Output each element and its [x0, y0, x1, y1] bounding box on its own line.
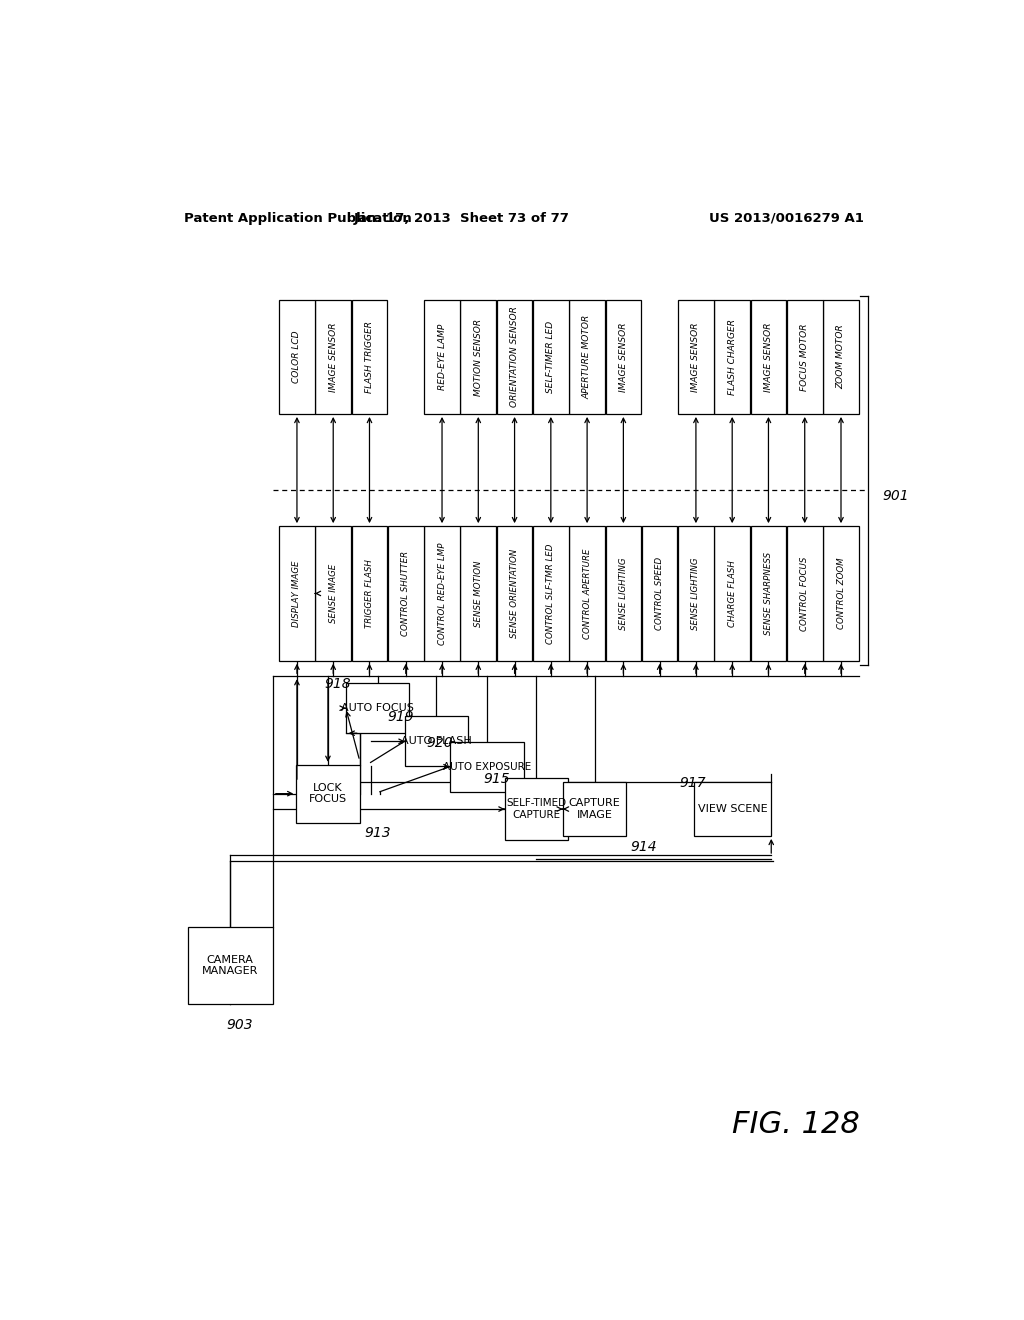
Bar [280, 527, 314, 661]
Text: SELF-TIMED
CAPTURE: SELF-TIMED CAPTURE [506, 799, 566, 820]
Text: AUTO EXPOSURE: AUTO EXPOSURE [442, 762, 531, 772]
Bar [678, 300, 714, 414]
Bar [497, 300, 532, 414]
Text: 915: 915 [483, 772, 510, 787]
Bar [693, 781, 771, 836]
Text: FIG. 128: FIG. 128 [732, 1110, 860, 1139]
Bar [715, 300, 750, 414]
Bar [569, 527, 605, 661]
Text: CONTROL APERTURE: CONTROL APERTURE [583, 548, 592, 639]
Bar [786, 527, 822, 661]
Bar [296, 764, 359, 822]
Text: TRIGGER FLASH: TRIGGER FLASH [365, 558, 374, 628]
Bar [351, 300, 387, 414]
Text: Jan. 17, 2013  Sheet 73 of 77: Jan. 17, 2013 Sheet 73 of 77 [353, 213, 569, 224]
Text: MOTION SENSOR: MOTION SENSOR [474, 318, 482, 396]
Text: LOCK
FOCUS: LOCK FOCUS [309, 783, 347, 804]
Bar [715, 527, 750, 661]
Text: ZOOM MOTOR: ZOOM MOTOR [837, 325, 846, 389]
Text: CHARGE FLASH: CHARGE FLASH [728, 560, 736, 627]
Bar [642, 527, 678, 661]
Text: CONTROL RED-EYE LMP: CONTROL RED-EYE LMP [437, 543, 446, 644]
Text: CONTROL FOCUS: CONTROL FOCUS [800, 556, 809, 631]
Bar [563, 781, 627, 836]
Text: SENSE ORIENTATION: SENSE ORIENTATION [510, 549, 519, 638]
Text: SENSE SHARPNESS: SENSE SHARPNESS [764, 552, 773, 635]
Bar [315, 300, 351, 414]
Bar [823, 527, 859, 661]
Bar [280, 300, 314, 414]
Text: 901: 901 [882, 488, 908, 503]
Text: IMAGE SENSOR: IMAGE SENSOR [329, 322, 338, 392]
Bar [461, 300, 496, 414]
Text: 903: 903 [226, 1018, 253, 1032]
Bar [823, 300, 859, 414]
Text: SENSE MOTION: SENSE MOTION [474, 560, 482, 627]
Text: ORIENTATION SENSOR: ORIENTATION SENSOR [510, 306, 519, 408]
Bar [786, 300, 822, 414]
Text: 914: 914 [630, 840, 656, 854]
Text: CONTROL SHUTTER: CONTROL SHUTTER [401, 550, 411, 636]
Bar [404, 717, 468, 767]
Text: IMAGE SENSOR: IMAGE SENSOR [618, 322, 628, 392]
Text: US 2013/0016279 A1: US 2013/0016279 A1 [710, 213, 864, 224]
Text: IMAGE SENSOR: IMAGE SENSOR [764, 322, 773, 392]
Text: AUTO FOCUS: AUTO FOCUS [341, 704, 414, 713]
Text: CONTROL SLF-TMR LED: CONTROL SLF-TMR LED [547, 544, 555, 644]
Text: AUTO FLASH: AUTO FLASH [401, 737, 472, 746]
Bar [450, 742, 524, 792]
Text: CONTROL SPEED: CONTROL SPEED [655, 557, 665, 630]
Bar [424, 527, 460, 661]
Bar [751, 527, 786, 661]
Text: 913: 913 [365, 826, 391, 841]
Text: DISPLAY IMAGE: DISPLAY IMAGE [293, 560, 301, 627]
Bar [678, 527, 714, 661]
Text: SELF-TIMER LED: SELF-TIMER LED [547, 321, 555, 393]
Text: APERTURE MOTOR: APERTURE MOTOR [583, 315, 592, 399]
Bar [424, 300, 460, 414]
Bar [351, 527, 387, 661]
Bar [461, 527, 496, 661]
Text: SENSE LIGHTING: SENSE LIGHTING [618, 557, 628, 630]
Text: 919: 919 [388, 710, 415, 725]
Bar [569, 300, 605, 414]
Text: CONTROL ZOOM: CONTROL ZOOM [837, 557, 846, 630]
Text: Patent Application Publication: Patent Application Publication [183, 213, 412, 224]
Text: 920: 920 [426, 735, 453, 750]
Bar [534, 527, 568, 661]
Text: COLOR LCD: COLOR LCD [293, 331, 301, 383]
Text: FLASH CHARGER: FLASH CHARGER [728, 319, 736, 395]
Bar [751, 300, 786, 414]
Text: SENSE LIGHTING: SENSE LIGHTING [691, 557, 700, 630]
Text: 918: 918 [324, 677, 350, 690]
Text: 917: 917 [680, 776, 707, 789]
Bar [605, 300, 641, 414]
Text: FLASH TRIGGER: FLASH TRIGGER [365, 321, 374, 393]
Text: SENSE IMAGE: SENSE IMAGE [329, 564, 338, 623]
Text: FOCUS MOTOR: FOCUS MOTOR [800, 323, 809, 391]
Bar [187, 927, 273, 1003]
Bar [388, 527, 424, 661]
Text: IMAGE SENSOR: IMAGE SENSOR [691, 322, 700, 392]
Text: RED-EYE LAMP: RED-EYE LAMP [437, 323, 446, 391]
Text: VIEW SCENE: VIEW SCENE [697, 804, 767, 814]
Bar [315, 527, 351, 661]
Bar [534, 300, 568, 414]
Bar [497, 527, 532, 661]
Text: CAPTURE
IMAGE: CAPTURE IMAGE [568, 799, 621, 820]
Text: CAMERA
MANAGER: CAMERA MANAGER [202, 954, 258, 977]
Bar [605, 527, 641, 661]
Bar [346, 684, 410, 733]
Bar [505, 779, 568, 840]
